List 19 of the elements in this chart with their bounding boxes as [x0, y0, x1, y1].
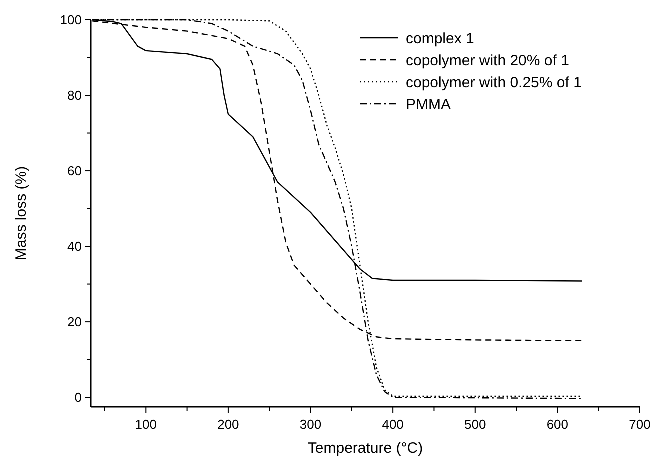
y-axis-title: Mass loss (%) [13, 166, 30, 261]
y-tick-label: 0 [74, 390, 82, 406]
y-tick-label: 60 [68, 164, 82, 179]
x-tick-label: 200 [218, 417, 240, 432]
x-tick-label: 500 [464, 417, 486, 432]
legend-label: copolymer with 0.25% of 1 [406, 74, 582, 92]
x-tick-label: 300 [300, 417, 322, 432]
x-tick-label: 100 [135, 417, 157, 432]
y-tick-label: 100 [60, 12, 82, 28]
y-tick-label: 80 [68, 88, 82, 104]
x-tick-label: 600 [546, 417, 569, 432]
x-tick-label: 700 [629, 417, 651, 432]
y-tick-label: 40 [68, 239, 82, 254]
y-tick-label: 20 [68, 314, 82, 330]
x-tick-label: 400 [382, 417, 404, 432]
legend-label: copolymer with 20% of 1 [406, 52, 570, 70]
x-axis-title: Temperature (°C) [308, 440, 424, 457]
legend-label: complex 1 [406, 30, 474, 48]
legend-label: PMMA [406, 96, 451, 114]
